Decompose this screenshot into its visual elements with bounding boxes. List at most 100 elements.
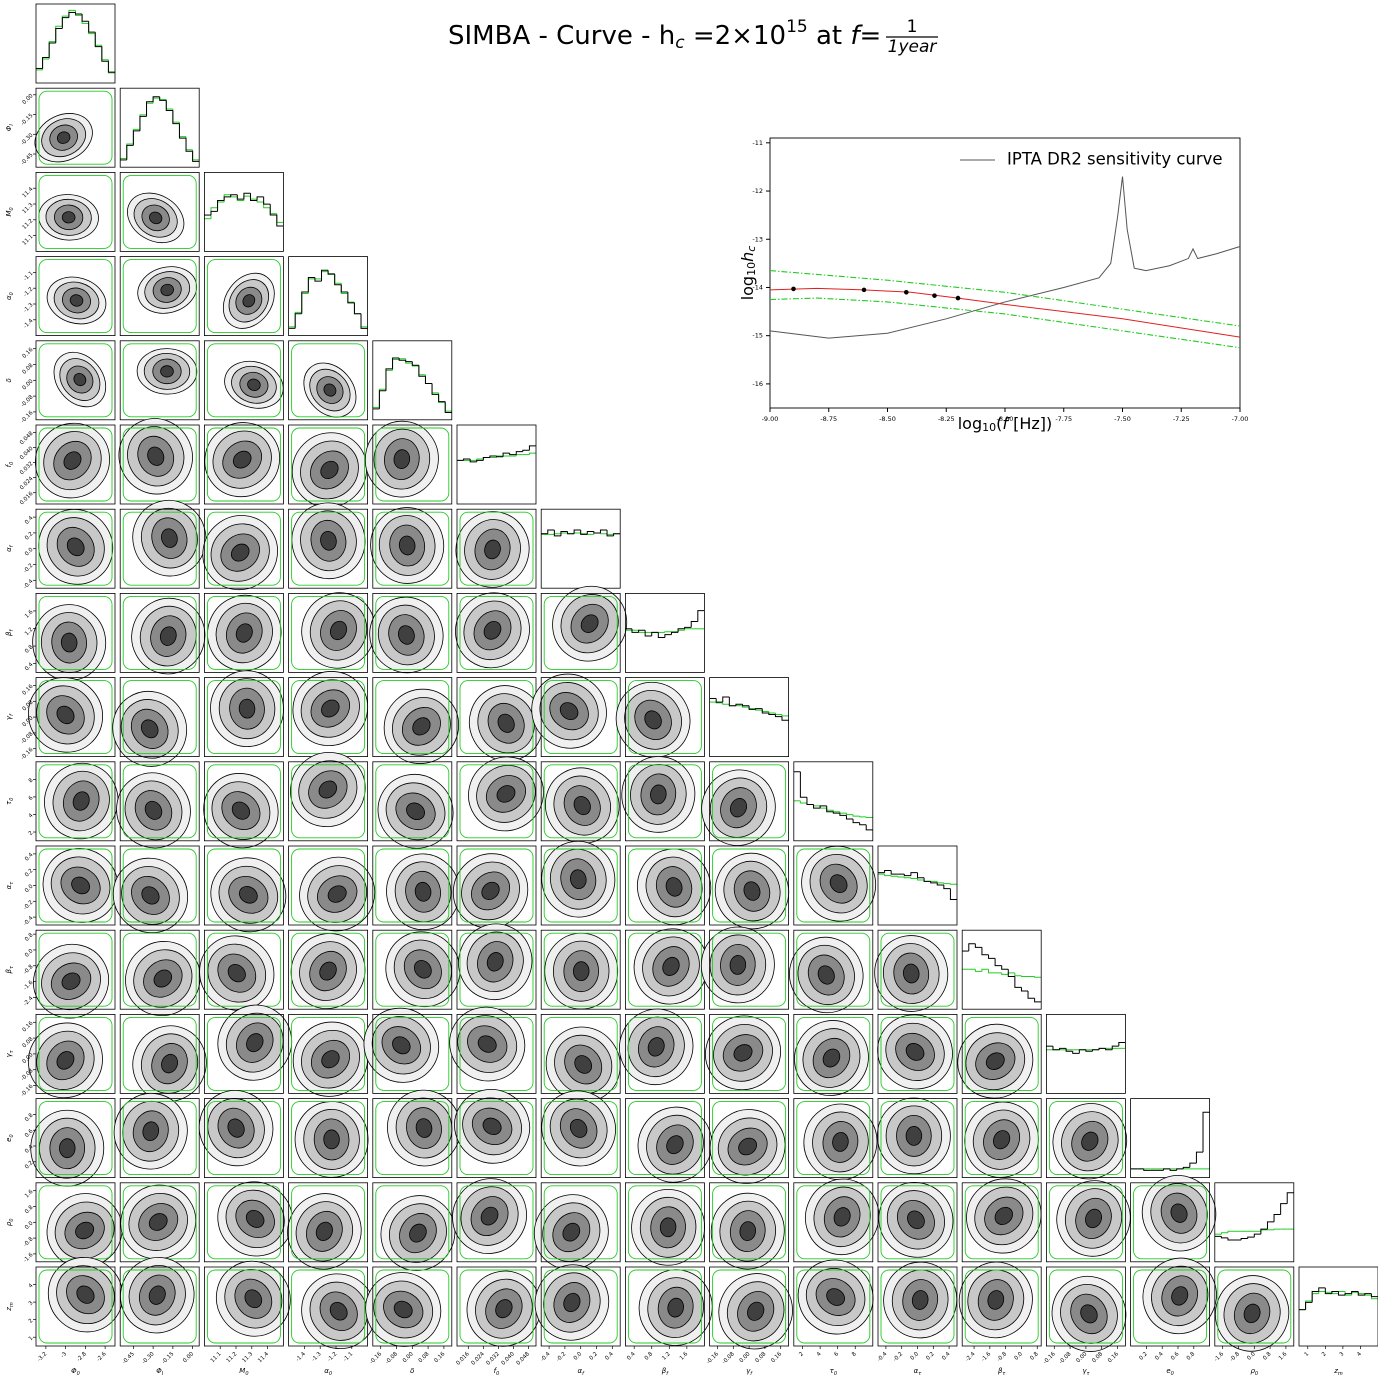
prior-hist-step bbox=[664, 631, 672, 633]
prior-contour bbox=[122, 932, 197, 1007]
panel bbox=[288, 1014, 369, 1097]
hist-step bbox=[353, 302, 362, 315]
hist-step bbox=[411, 361, 419, 366]
model-curve bbox=[769, 297, 1241, 349]
y-axis-label: βf bbox=[5, 629, 15, 636]
contour bbox=[153, 969, 173, 988]
panel-frame bbox=[119, 761, 200, 842]
subscript: 0 bbox=[1255, 1371, 1258, 1377]
title-denominator: 1year bbox=[888, 37, 938, 57]
prior-hist-step bbox=[1273, 1228, 1281, 1230]
panel bbox=[119, 499, 207, 589]
y-tick-label: 8 bbox=[28, 777, 35, 784]
panel bbox=[119, 256, 200, 337]
panel bbox=[455, 508, 537, 589]
prior-contour bbox=[206, 1101, 281, 1176]
symbol: δ bbox=[410, 1367, 414, 1375]
prior-contour bbox=[38, 511, 113, 586]
panel bbox=[877, 1261, 958, 1347]
panel-frame bbox=[288, 256, 369, 337]
contour bbox=[148, 1285, 166, 1305]
hist-step bbox=[943, 885, 951, 890]
contour bbox=[747, 1301, 765, 1321]
panel bbox=[540, 761, 621, 844]
hist-step bbox=[638, 629, 646, 633]
hist-step bbox=[742, 704, 750, 707]
contour bbox=[140, 719, 159, 739]
subscript: 0 bbox=[9, 462, 15, 465]
hist-step bbox=[1111, 1045, 1119, 1050]
y-axis-label: αf bbox=[5, 544, 15, 552]
panel-frame bbox=[625, 845, 705, 926]
panel-frame bbox=[35, 761, 116, 842]
hist-step bbox=[334, 273, 342, 286]
hist-step bbox=[1227, 1237, 1235, 1241]
subscript: 0 bbox=[9, 798, 15, 801]
panel bbox=[119, 1182, 200, 1263]
contour bbox=[662, 956, 680, 976]
panel bbox=[35, 1182, 123, 1268]
hist-step bbox=[1280, 1203, 1288, 1215]
panel bbox=[288, 592, 376, 673]
prior-contour bbox=[796, 1101, 871, 1176]
hist-step bbox=[81, 13, 89, 22]
prior-contour bbox=[627, 764, 702, 839]
contour bbox=[743, 881, 761, 901]
hist-step bbox=[774, 714, 783, 718]
contour bbox=[666, 1135, 684, 1155]
title: SIMBA - Curve - hc =2×1015 at f= bbox=[448, 17, 881, 53]
panel-frame bbox=[456, 508, 537, 589]
panel bbox=[27, 677, 116, 757]
contour bbox=[832, 1132, 849, 1152]
panel bbox=[119, 1014, 207, 1102]
prior-contour bbox=[291, 1185, 366, 1260]
contour bbox=[559, 702, 579, 721]
y-axis-label: βτ bbox=[5, 965, 15, 973]
panel-frame bbox=[372, 1182, 453, 1263]
panel bbox=[877, 1182, 958, 1263]
subscript: f bbox=[582, 1371, 585, 1377]
hist-step bbox=[438, 394, 446, 403]
prior-contour bbox=[375, 680, 450, 755]
panel bbox=[113, 1092, 200, 1178]
panel-frame bbox=[877, 1098, 958, 1178]
x-tick-label: 0.8 bbox=[1029, 1351, 1040, 1362]
y-axis-label: ατ bbox=[5, 881, 15, 890]
x-tick-label: -7.75 bbox=[1055, 415, 1072, 423]
hist-step bbox=[94, 32, 102, 48]
x-tick-label: 0.0 bbox=[573, 1351, 584, 1362]
panel bbox=[531, 673, 621, 757]
hist-step bbox=[949, 888, 957, 901]
symbol: ρ bbox=[1250, 1367, 1255, 1375]
contour bbox=[238, 886, 258, 904]
x-tick-label: -0.2 bbox=[892, 1351, 904, 1363]
x-axis-label: ατ bbox=[914, 1367, 923, 1377]
hist-step bbox=[192, 151, 200, 162]
y-tick-label: 0.8 bbox=[24, 932, 35, 943]
y-tick-label: 1.2 bbox=[24, 627, 34, 637]
contour bbox=[987, 1290, 1005, 1310]
hist-step bbox=[159, 96, 167, 101]
prior-contour bbox=[543, 1101, 618, 1176]
prior-contour bbox=[880, 1101, 955, 1176]
prior-contour bbox=[712, 932, 787, 1007]
panel bbox=[288, 929, 369, 1010]
contour bbox=[562, 1222, 581, 1242]
hist-step bbox=[444, 401, 452, 414]
panel-frame bbox=[372, 1098, 453, 1178]
prior-hist-step bbox=[781, 714, 789, 717]
prior-hist-step bbox=[865, 816, 873, 819]
hist-step bbox=[613, 533, 621, 536]
contour bbox=[412, 717, 431, 736]
panel bbox=[203, 422, 284, 505]
prior-contour bbox=[459, 1101, 534, 1176]
subscript: 0 bbox=[9, 207, 15, 210]
y-tick-label: -1.1 bbox=[23, 271, 35, 283]
hist-step bbox=[132, 130, 140, 146]
contour bbox=[246, 1033, 264, 1053]
panel bbox=[118, 418, 200, 505]
prior-contour bbox=[291, 764, 366, 839]
panel-frame bbox=[456, 593, 537, 673]
prior-contour bbox=[38, 259, 113, 334]
prior-contour bbox=[206, 343, 281, 418]
